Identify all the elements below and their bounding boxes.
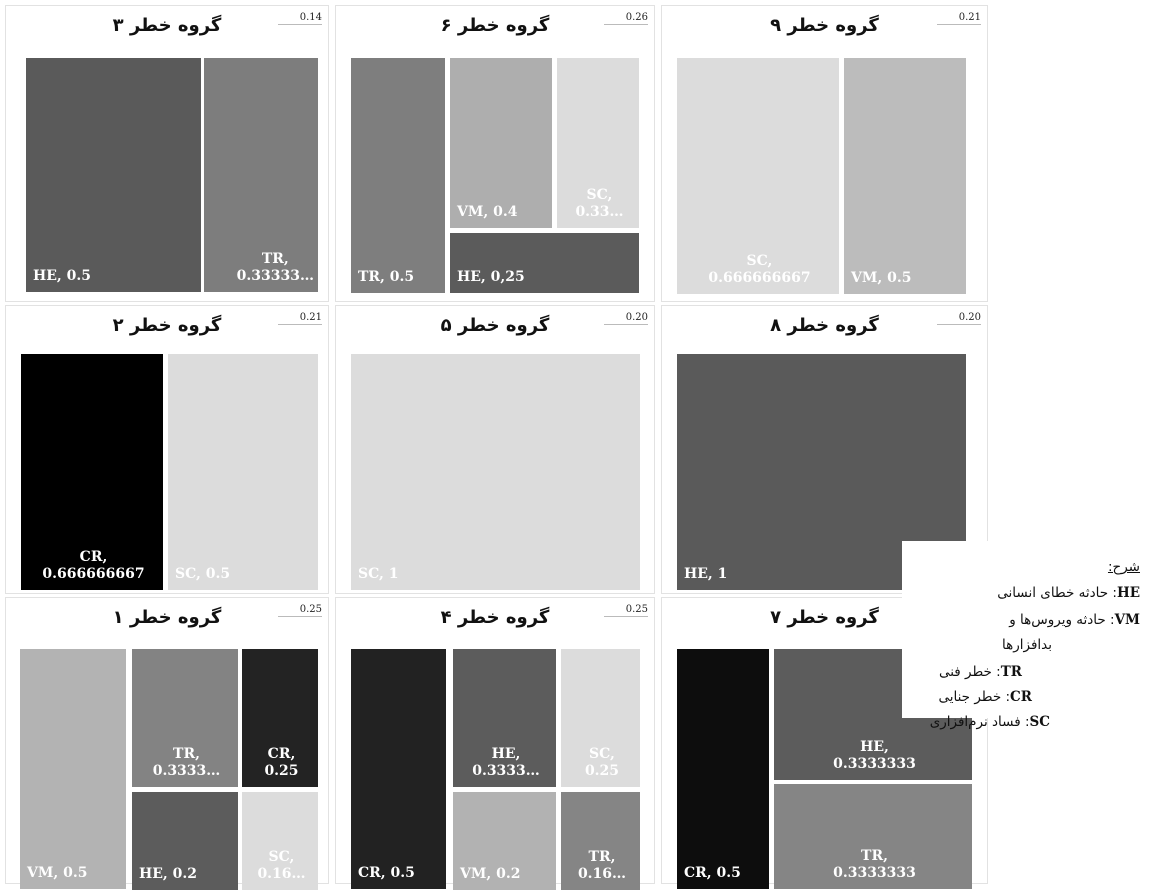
treemap-cell: CR, 0.25 [242, 649, 318, 787]
cell-label: SC, 0.33… [575, 186, 624, 220]
legend-code: CR [1010, 689, 1032, 705]
cell-label: SC, 0.25 [584, 745, 620, 779]
legend-item-cr: CR: خطر جنایی [938, 689, 1032, 705]
treemap-panel: گروه خطر ۲ 0.21 CR, 0.666666667 SC, 0.5 [5, 305, 329, 594]
treemap-cell: TR, 0.3333333 [774, 784, 972, 889]
legend-item-sc: SC: فساد نرم‌افزاری [930, 714, 1050, 730]
treemap-cell: VM, 0.2 [453, 792, 556, 890]
treemap-panel: گروه خطر ۳ 0.14 HE, 0.5 TR, 0.33333… [5, 5, 329, 302]
legend-text: خطر فنی [938, 664, 992, 680]
cell-label: VM, 0.5 [851, 269, 912, 286]
treemap-cell: SC, 0.5 [168, 354, 318, 590]
treemap-cell: TR, 0.16… [561, 792, 640, 890]
cell-label: CR, 0.5 [358, 864, 415, 881]
panel-title: گروه خطر ۳ [112, 15, 222, 36]
cell-label: SC, 1 [358, 565, 399, 582]
treemap-panel: گروه خطر ۹ 0.21 SC, 0.666666667 VM, 0.5 [661, 5, 988, 302]
legend-item-vm-cont: بدافزارها [902, 637, 1152, 653]
treemap-cell: TR, 0.3333… [132, 649, 238, 787]
panel-value: 0.25 [277, 604, 322, 617]
treemap-cell: CR, 0.5 [351, 649, 446, 889]
panel-value: 0.21 [277, 312, 322, 325]
treemap-panel: گروه خطر ۵ 0.20 SC, 1 [335, 305, 655, 594]
treemap-panel: گروه خطر ۶ 0.26 TR, 0.5 VM, 0.4 SC, 0.33… HE, … [335, 5, 655, 302]
treemap-cell: HE, 0,25 [450, 233, 639, 293]
cell-label: CR, 0.25 [264, 745, 299, 779]
treemap-cell: VM, 0.5 [20, 649, 126, 889]
panel-title: گروه خطر ۷ [770, 607, 879, 628]
legend-code: TR [1000, 664, 1022, 680]
treemap-cell: SC, 0.25 [561, 649, 640, 787]
panel-title: گروه خطر ۱ [112, 607, 222, 628]
panel-title: گروه خطر ۲ [112, 315, 222, 336]
legend-item-he: HE: حادثه خطای انسانی [997, 585, 1140, 601]
cell-label: HE, 1 [684, 565, 728, 582]
cell-label: TR, 0.3333… [152, 745, 221, 779]
treemap-panel: گروه خطر ۴ 0.25 CR, 0.5 HE, 0.3333… SC, 0.25 VM… [335, 597, 655, 890]
legend-text: حادثه ویروس‌ها و [1009, 612, 1106, 628]
legend-sep: : [1108, 585, 1117, 601]
legend-sep: : [1020, 714, 1030, 730]
panel-value: 0.21 [936, 12, 981, 25]
treemap-panel: گروه خطر ۱ 0.25 VM, 0.5 TR, 0.3333… CR, 0.25 HE… [5, 597, 329, 890]
cell-label: HE, 0,25 [457, 268, 525, 285]
legend-sep: : [991, 664, 1001, 680]
treemap-cell: SC, 0.16… [242, 792, 318, 890]
panel-value: 0.14 [277, 12, 322, 25]
cell-label: HE, 0.3333333 [833, 738, 916, 772]
legend-text: بدافزارها [1002, 637, 1052, 653]
treemap-cell: VM, 0.5 [844, 58, 966, 294]
treemap-cell: CR, 0.5 [677, 649, 769, 889]
treemap-cell: CR, 0.666666667 [21, 354, 163, 590]
panel-value: 0.26 [603, 12, 648, 25]
treemap-cell: TR, 0.33333… [204, 58, 318, 292]
treemap-cell: HE, 0.2 [132, 792, 238, 890]
legend-sep: : [1105, 612, 1115, 628]
treemap-cell: TR, 0.5 [351, 58, 445, 293]
cell-label: SC, 0.666666667 [708, 252, 811, 286]
treemap-cell: VM, 0.4 [450, 58, 552, 228]
treemap-cell: SC, 0.666666667 [677, 58, 839, 294]
treemap-cell: SC, 0.33… [557, 58, 639, 228]
cell-label: SC, 0.5 [175, 565, 231, 582]
panel-title: گروه خطر ۸ [770, 315, 879, 336]
cell-label: TR, 0.33333… [236, 250, 314, 284]
legend-text: حادثه خطای انسانی [997, 585, 1109, 601]
legend-sep: : [1001, 689, 1011, 705]
legend-item-vm: VM: حادثه ویروس‌ها و [916, 612, 1140, 628]
legend-item-tr: TR: خطر فنی [939, 664, 1022, 680]
legend: شرح: HE: حادثه خطای انسانی VM: حادثه ویر… [902, 541, 1152, 730]
cell-label: TR, 0.5 [358, 268, 415, 285]
panel-title: گروه خطر ۵ [440, 315, 550, 336]
panel-value: 0.25 [603, 604, 648, 617]
panel-title: گروه خطر ۹ [770, 15, 879, 36]
legend-text: فساد نرم‌افزاری [929, 714, 1021, 730]
cell-label: VM, 0.4 [457, 203, 518, 220]
treemap-cell: SC, 1 [351, 354, 640, 590]
legend-code: HE [1116, 585, 1140, 601]
cell-label: TR, 0.16… [577, 848, 627, 882]
cell-label: HE, 0.5 [33, 267, 92, 284]
cell-label: TR, 0.3333333 [833, 847, 916, 881]
legend-text: خطر جنایی [938, 689, 1002, 705]
panel-value: 0.20 [603, 312, 648, 325]
legend-title: شرح: [1107, 559, 1140, 575]
cell-label: CR, 0.5 [684, 864, 741, 881]
panel-title: گروه خطر ۴ [440, 607, 550, 628]
panel-title: گروه خطر ۶ [440, 15, 550, 36]
legend-code: SC [1029, 714, 1051, 730]
treemap-cell: HE, 0.5 [26, 58, 201, 292]
treemap-cell: HE, 0.3333… [453, 649, 556, 787]
cell-label: CR, 0.666666667 [42, 548, 145, 582]
panel-value: 0.20 [936, 312, 981, 325]
cell-label: HE, 0.2 [139, 865, 198, 882]
cell-label: HE, 0.3333… [472, 745, 540, 779]
cell-label: SC, 0.16… [257, 848, 306, 882]
legend-code: VM [1114, 612, 1140, 628]
cell-label: VM, 0.5 [27, 864, 88, 881]
cell-label: VM, 0.2 [460, 865, 521, 882]
